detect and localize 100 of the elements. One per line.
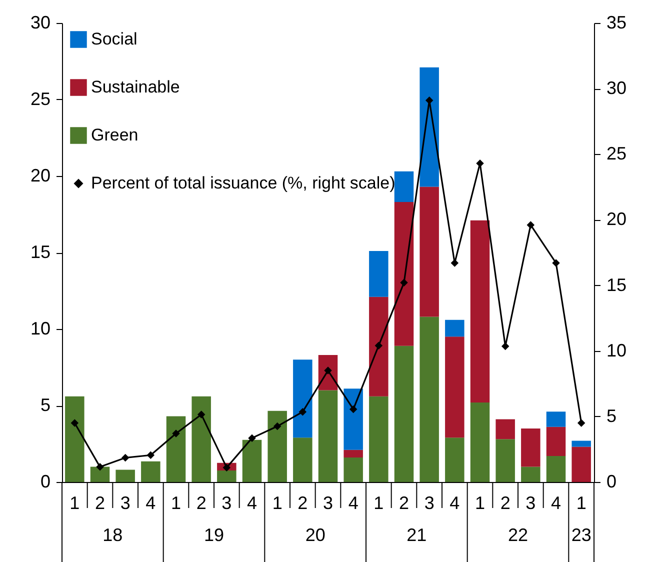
y-tick-label: 0 xyxy=(40,472,50,492)
y2-tick-label: 35 xyxy=(606,12,627,32)
x-tick-label: 1 xyxy=(474,493,486,513)
x-tick-label: 1 xyxy=(70,493,80,513)
point xyxy=(577,419,586,427)
bar xyxy=(369,396,388,482)
x-tick-label: 2 xyxy=(196,493,206,513)
x-tick-label: 3 xyxy=(424,493,434,513)
bar xyxy=(242,440,262,482)
bar xyxy=(369,250,388,297)
bar xyxy=(65,396,84,482)
y2-tick-label: 5 xyxy=(606,406,617,426)
x-tick-label: 4 xyxy=(146,493,156,513)
x-tick-label: 2 xyxy=(500,493,510,513)
point xyxy=(450,259,459,267)
y2-tick-label: 15 xyxy=(606,274,627,295)
bar xyxy=(344,388,363,450)
bar xyxy=(420,186,439,317)
legend-label: Percent of total issuance (%, right scale) xyxy=(91,174,396,192)
x-tick-label: 4 xyxy=(246,493,258,513)
text: 22 xyxy=(508,525,528,545)
point xyxy=(70,419,79,427)
bar xyxy=(572,446,591,482)
text: 21 xyxy=(406,525,427,545)
bar xyxy=(572,440,591,447)
x-tick-label: 4 xyxy=(550,493,562,513)
bar xyxy=(344,458,363,482)
y-tick-label: 5 xyxy=(40,395,50,415)
point xyxy=(374,342,383,350)
y2-tick-label: 20 xyxy=(606,209,627,230)
legend-label: Sustainable xyxy=(91,78,180,96)
point xyxy=(248,434,256,442)
bar xyxy=(521,428,540,467)
x-tick-label: 3 xyxy=(222,493,232,513)
bar xyxy=(445,438,464,482)
point xyxy=(425,96,434,104)
bar xyxy=(470,402,490,482)
bar xyxy=(546,412,566,427)
point xyxy=(400,278,408,287)
y-tick-label: 20 xyxy=(30,166,50,186)
text: 20 xyxy=(305,525,326,545)
legend-label: Social xyxy=(91,30,138,48)
x-tick-label: 1 xyxy=(170,493,182,513)
x-tick-label: 4 xyxy=(450,493,460,513)
x-tick-label: 3 xyxy=(526,493,536,513)
point xyxy=(476,159,484,168)
bar xyxy=(116,470,135,482)
point xyxy=(552,259,560,267)
x-tick-label: 1 xyxy=(272,493,282,513)
bar xyxy=(293,360,312,438)
bar xyxy=(141,461,160,482)
y2-tick-label: 0 xyxy=(606,472,617,492)
point xyxy=(146,451,155,459)
point xyxy=(324,366,332,374)
x-tick-label: 4 xyxy=(348,493,358,513)
bar xyxy=(470,220,490,402)
point xyxy=(273,422,282,430)
bar xyxy=(217,470,236,482)
bar xyxy=(420,316,439,482)
point xyxy=(96,463,104,471)
y-tick-label: 25 xyxy=(30,89,50,109)
x-tick-label: 1 xyxy=(374,493,384,513)
bar xyxy=(369,296,388,396)
point xyxy=(222,464,231,472)
bar xyxy=(546,456,566,482)
bar xyxy=(268,410,287,482)
y2-tick-label: 30 xyxy=(606,78,627,98)
legend-label: Green xyxy=(91,126,138,144)
point xyxy=(172,430,180,438)
x-tick-label: 2 xyxy=(94,493,106,513)
x-tick-label: 1 xyxy=(576,493,586,513)
bar xyxy=(394,346,414,482)
bar xyxy=(293,438,312,482)
bar xyxy=(546,426,566,456)
bar xyxy=(166,416,186,482)
bar xyxy=(496,439,515,482)
y2-tick-label: 25 xyxy=(606,144,627,164)
point xyxy=(526,221,535,229)
bar xyxy=(318,390,338,482)
point xyxy=(197,410,206,418)
point xyxy=(349,405,358,414)
y-tick-label: 15 xyxy=(30,242,50,262)
y-tick-label: 10 xyxy=(30,318,50,338)
text: 18 xyxy=(102,525,123,545)
x-tick-label: 3 xyxy=(120,493,130,513)
x-tick-label: 2 xyxy=(398,493,410,513)
point xyxy=(121,454,130,462)
bar xyxy=(521,466,540,482)
bar xyxy=(344,450,363,458)
text: 19 xyxy=(204,525,224,545)
bar xyxy=(90,466,110,482)
x-tick-label: 2 xyxy=(298,493,308,513)
y2-tick-label: 10 xyxy=(606,340,627,360)
bar xyxy=(496,419,515,440)
bar xyxy=(445,336,464,438)
point xyxy=(501,342,510,350)
bar xyxy=(445,320,464,337)
point xyxy=(298,408,307,416)
y-tick-label: 30 xyxy=(30,12,50,32)
text: 23 xyxy=(571,525,592,545)
